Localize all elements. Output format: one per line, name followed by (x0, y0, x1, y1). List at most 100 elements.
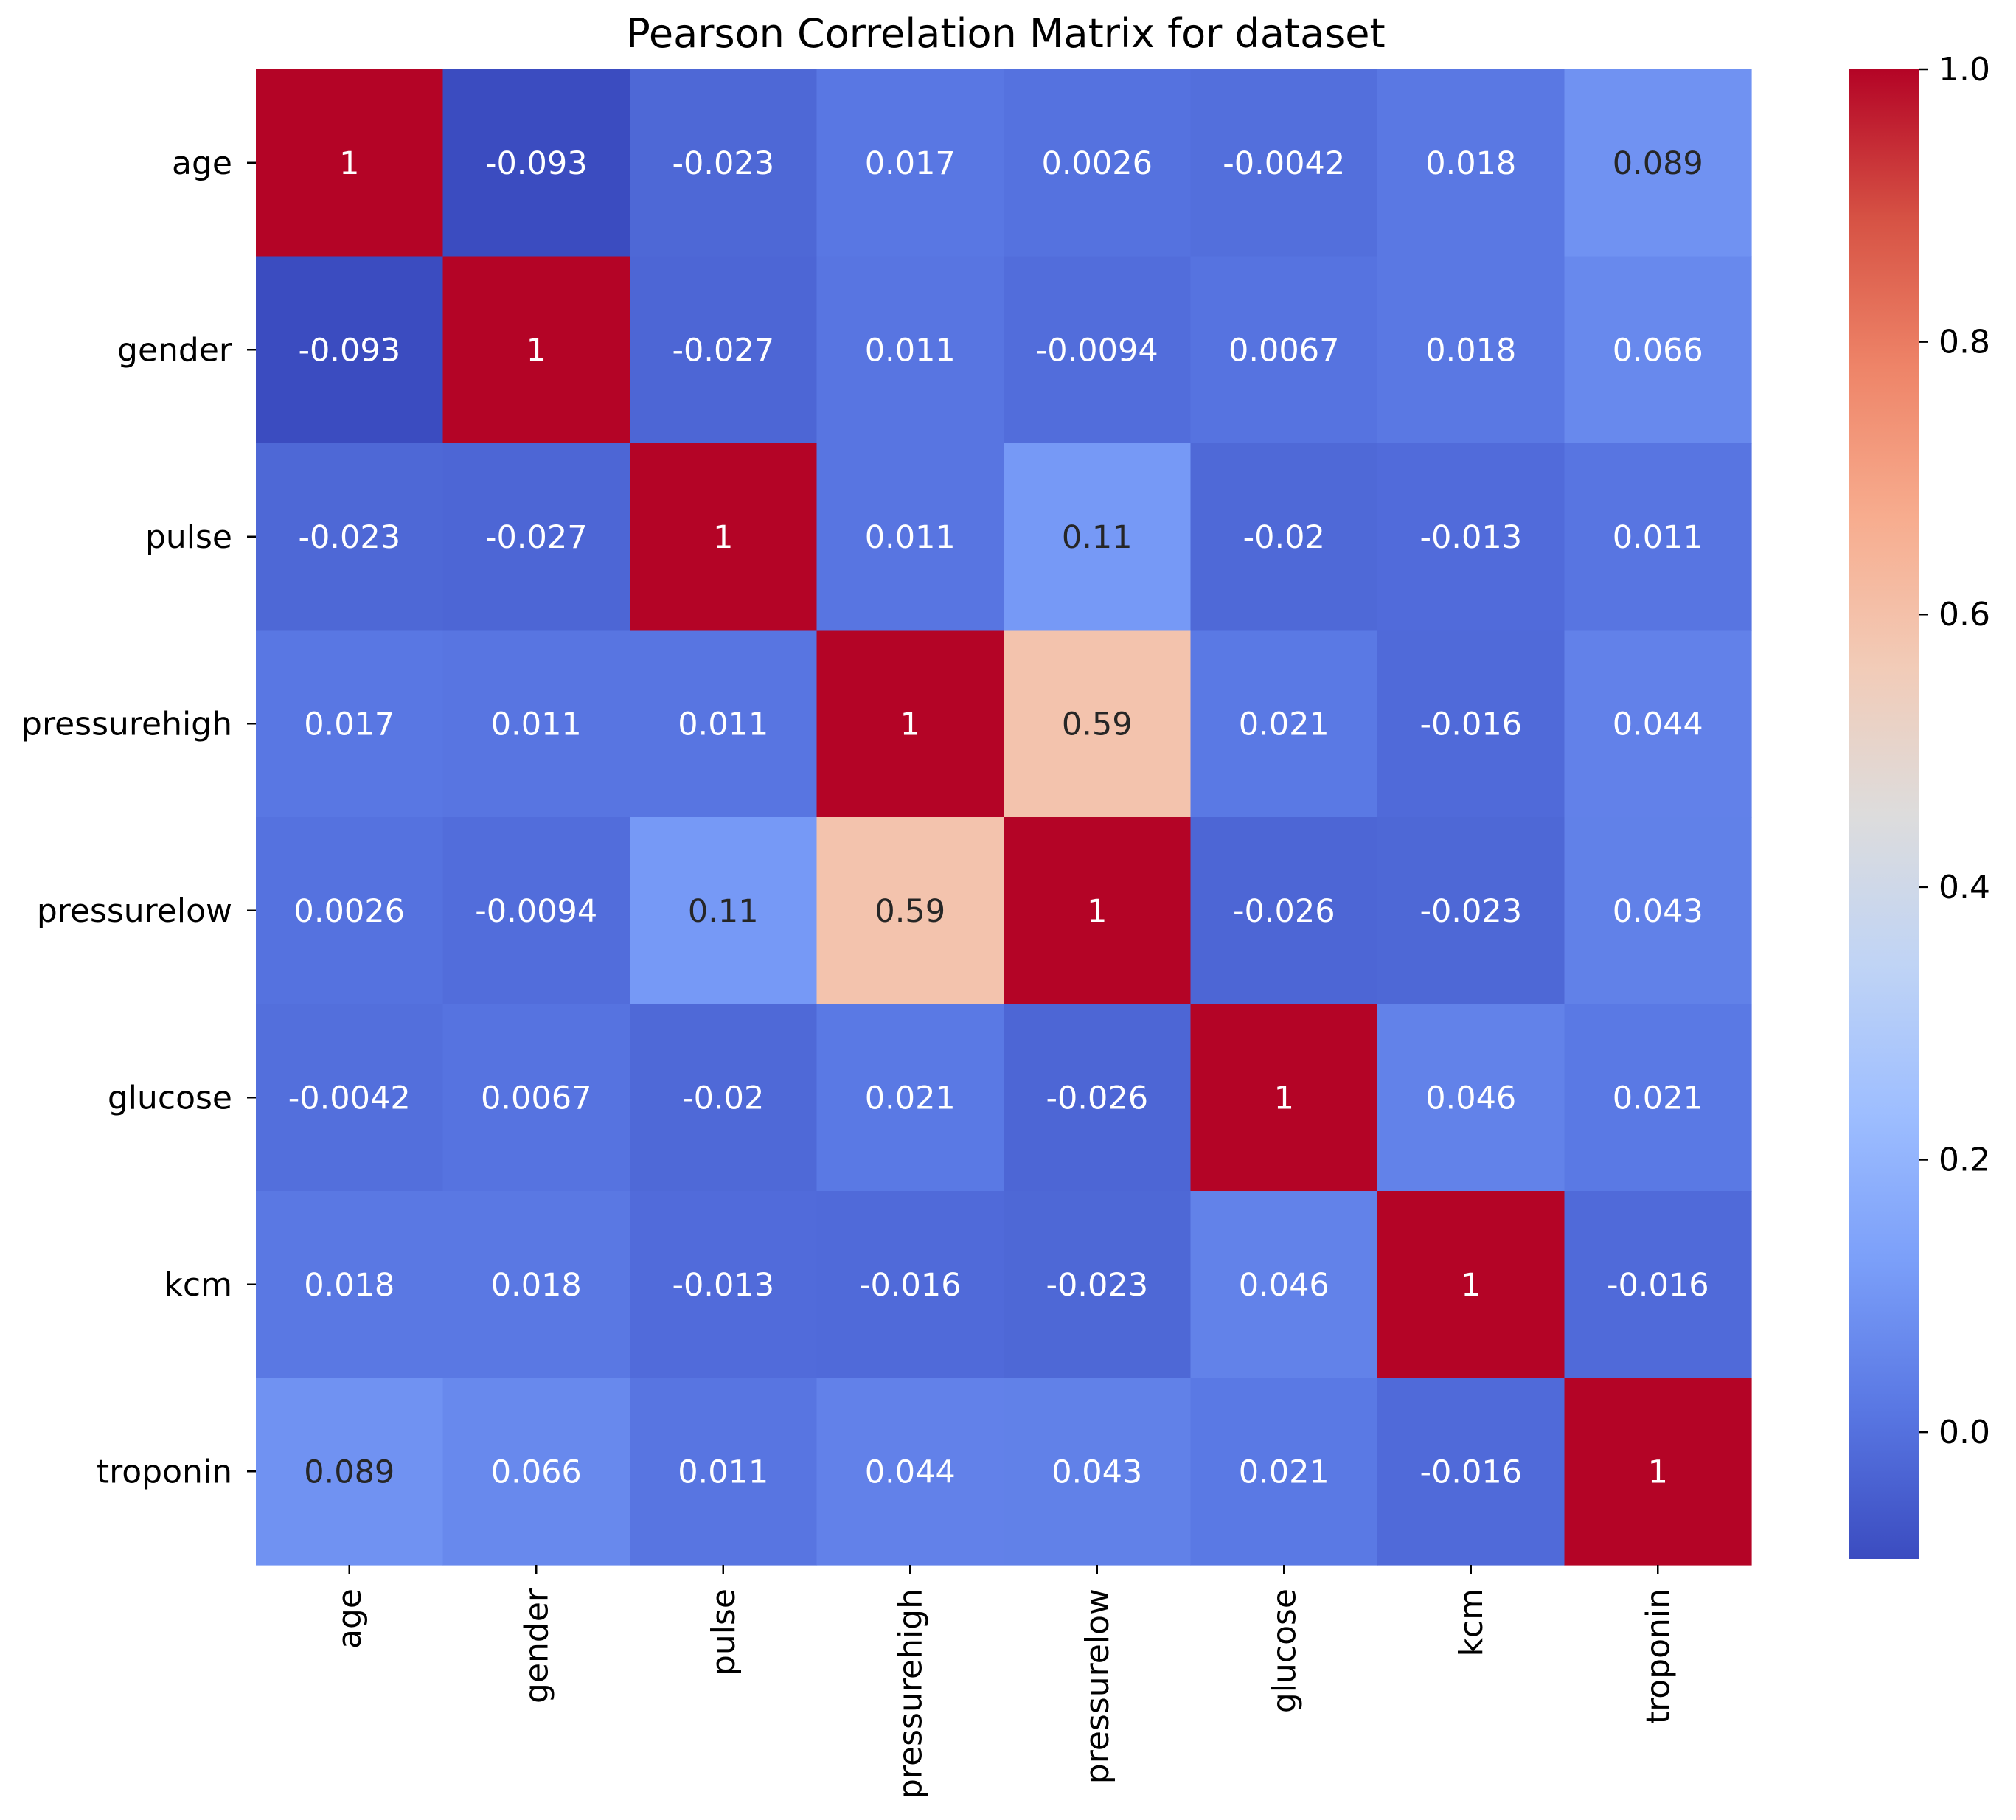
heatmap-cell-pressurehigh-age (256, 630, 444, 818)
heatmap-cell-age-glucose (1190, 69, 1378, 257)
cell-value-label: 1 (1087, 893, 1107, 930)
cell-value-label: -0.093 (485, 145, 588, 182)
colorbar-tick-label: 0.6 (1939, 596, 1990, 633)
heatmap-cell-age-pressurehigh (816, 69, 1004, 257)
heatmap-cell-pressurehigh-kcm (1377, 630, 1565, 818)
cell-value-label: 0.021 (865, 1080, 956, 1116)
heatmap-cell-glucose-glucose (1190, 1004, 1378, 1192)
cell-value-label: 0.066 (491, 1453, 582, 1490)
cell-value-label: 0.0026 (294, 893, 405, 930)
heatmap-cell-pulse-gender (442, 443, 630, 631)
heatmap-cell-pulse-troponin (1564, 443, 1752, 631)
heatmap-cell-pressurelow-pressurelow (1004, 817, 1192, 1005)
heatmap-cell-pulse-pressurelow (1004, 443, 1192, 631)
cell-value-label: 0.0026 (1042, 145, 1153, 182)
heatmap-cell-pressurehigh-pressurelow (1004, 630, 1192, 818)
heatmap-cell-gender-gender (442, 256, 630, 444)
cell-value-label: 0.066 (1613, 332, 1703, 369)
heatmap-cell-kcm-gender (442, 1191, 630, 1379)
cell-value-label: -0.023 (298, 519, 400, 556)
heatmap-cell-gender-glucose (1190, 256, 1378, 444)
cell-value-label: 0.017 (865, 145, 956, 182)
heatmap-cell-age-age (256, 69, 444, 257)
heatmap-cell-kcm-troponin (1564, 1191, 1752, 1379)
heatmap-cell-pressurehigh-troponin (1564, 630, 1752, 818)
cell-value-label: 1 (713, 519, 733, 556)
cell-annotations: 1 -0.093 -0.023 0.017 0.0026 -0.0042 0.018 0.08… (288, 145, 1709, 1491)
heatmap-cell-kcm-pulse (630, 1191, 818, 1379)
cell-value-label: 1 (339, 145, 359, 182)
heatmap-cell-age-pulse (630, 69, 818, 257)
column-label-pressurelow: pressurelow (1079, 1588, 1116, 1784)
cell-value-label: 0.021 (1239, 706, 1329, 743)
heatmap-cell-age-pressurelow (1004, 69, 1192, 257)
heatmap-cell-pulse-age (256, 443, 444, 631)
heatmap-cell-gender-kcm (1377, 256, 1565, 444)
heatmap-cell-gender-pressurelow (1004, 256, 1192, 444)
cell-value-label: 0.046 (1425, 1080, 1516, 1116)
heatmap-cell-troponin-glucose (1190, 1378, 1378, 1566)
heatmap-cell-pressurelow-troponin (1564, 817, 1752, 1005)
heatmap-cell-gender-pressurehigh (816, 256, 1004, 444)
heatmap-cell-pressurelow-glucose (1190, 817, 1378, 1005)
row-label-troponin: troponin (97, 1453, 232, 1490)
heatmap-cell-pressurehigh-glucose (1190, 630, 1378, 818)
colorbar-tick-label: 1.0 (1939, 51, 1990, 88)
cell-value-label: 0.043 (1613, 893, 1703, 930)
heatmap-cell-glucose-pressurelow (1004, 1004, 1192, 1192)
heatmap-cell-kcm-glucose (1190, 1191, 1378, 1379)
heatmap-cell-gender-age (256, 256, 444, 444)
cell-value-label: 0.011 (865, 332, 956, 369)
cell-value-label: 0.089 (304, 1453, 394, 1490)
cell-value-label: 1 (900, 706, 920, 743)
cell-value-label: -0.027 (672, 332, 774, 369)
heatmap-cell-age-gender (442, 69, 630, 257)
heatmap-cell-pulse-pressurehigh (816, 443, 1004, 631)
cell-value-label: 1 (1648, 1453, 1668, 1490)
cell-value-label: 1 (526, 332, 546, 369)
heatmap-cell-troponin-age (256, 1378, 444, 1566)
heatmap-cell-glucose-troponin (1564, 1004, 1752, 1192)
cell-value-label: -0.023 (1046, 1267, 1148, 1304)
cell-value-label: 0.089 (1613, 145, 1703, 182)
chart-title: Pearson Correlation Matrix for dataset (626, 10, 1385, 57)
row-axis: age gender pulse pressurehigh pressurelow glu… (21, 145, 256, 1490)
column-axis: age gender pulse pressurehigh pressurelow glu… (331, 1565, 1677, 1799)
cell-value-label: 0.0067 (1228, 332, 1339, 369)
column-label-pressurehigh: pressurehigh (891, 1588, 929, 1799)
heatmap-cell-kcm-pressurehigh (816, 1191, 1004, 1379)
heatmap-cell-kcm-kcm (1377, 1191, 1565, 1379)
colorbar-tick-label: 0.8 (1939, 324, 1990, 361)
heatmap-cell-pulse-glucose (1190, 443, 1378, 631)
cell-value-label: 0.018 (1425, 332, 1516, 369)
cell-value-label: 0.021 (1613, 1080, 1703, 1116)
cell-value-label: -0.0094 (1036, 332, 1158, 369)
cell-value-label: -0.026 (1233, 893, 1335, 930)
heatmap-cell-troponin-pulse (630, 1378, 818, 1566)
heatmap-cell-pressurelow-pressurehigh (816, 817, 1004, 1005)
cell-value-label: -0.0042 (1223, 145, 1345, 182)
cell-value-label: 0.11 (688, 893, 759, 930)
heatmap-cell-kcm-pressurelow (1004, 1191, 1192, 1379)
heatmap-cell-glucose-pulse (630, 1004, 818, 1192)
heatmap-cell-pressurelow-age (256, 817, 444, 1005)
heatmap-cell-troponin-gender (442, 1378, 630, 1566)
heatmap-cell-age-kcm (1377, 69, 1565, 257)
colorbar-tick-label: 0.4 (1939, 869, 1990, 906)
cell-value-label: -0.0094 (475, 893, 597, 930)
heatmap-cell-gender-pulse (630, 256, 818, 444)
heatmap-cell-glucose-pressurehigh (816, 1004, 1004, 1192)
heatmap-cell-pressurelow-pulse (630, 817, 818, 1005)
cell-value-label: 0.011 (678, 706, 768, 743)
cell-value-label: -0.016 (1607, 1267, 1709, 1304)
heatmap-cells (256, 69, 1752, 1566)
heatmap-cell-glucose-gender (442, 1004, 630, 1192)
column-label-gender: gender (518, 1588, 555, 1703)
heatmap-cell-glucose-age (256, 1004, 444, 1192)
row-label-pressurelow: pressurelow (37, 892, 232, 930)
cell-value-label: 0.044 (1613, 706, 1703, 743)
cell-value-label: 0.017 (304, 706, 394, 743)
row-label-age: age (172, 145, 232, 182)
colorbar-tick-label: 0.0 (1939, 1414, 1990, 1451)
